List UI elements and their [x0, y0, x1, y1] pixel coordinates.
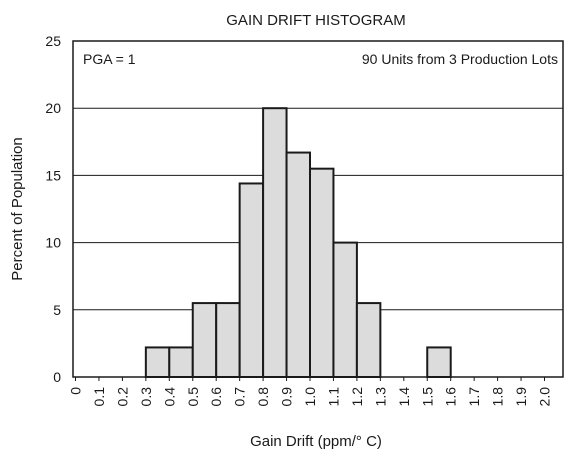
x-tick-label: 0.1: [91, 387, 107, 407]
y-tick-label: 20: [45, 100, 61, 116]
x-tick-label: 1.9: [513, 387, 529, 407]
bar-0.4: [168, 346, 194, 379]
bar-0.3: [144, 346, 171, 379]
x-tick-label: 1.3: [372, 387, 388, 407]
bar-0.9: [285, 151, 311, 378]
bar-1.5: [426, 346, 452, 379]
annotation-units: 90 Units from 3 Production Lots: [362, 51, 558, 67]
bar-1.0: [309, 167, 335, 378]
x-tick-label: 1.4: [396, 387, 412, 407]
x-tick-label: 0: [68, 387, 84, 395]
bars: [144, 107, 452, 379]
x-tick-label: 1.6: [443, 387, 459, 407]
x-tick-label: 0.7: [232, 387, 248, 407]
x-tick-label: 1.2: [349, 387, 365, 407]
y-tick-label: 25: [45, 33, 61, 49]
bar-0.5: [191, 302, 218, 378]
y-tick-label: 15: [45, 167, 61, 183]
y-tick-label: 10: [45, 235, 61, 251]
x-tick-label: 0.5: [185, 387, 201, 407]
x-tick-label: 0.9: [279, 387, 295, 407]
y-tick-label: 0: [53, 369, 61, 385]
y-tick-label: 5: [53, 302, 61, 318]
x-tick-label: 0.8: [255, 387, 271, 407]
x-tick-label: 0.6: [208, 387, 224, 407]
x-tick-label: 1.1: [325, 387, 341, 407]
x-tick-label: 1.8: [490, 387, 506, 407]
annotation-pga: PGA = 1: [83, 51, 136, 67]
x-tick-label: 0.3: [138, 387, 154, 407]
x-tick-label: 1.0: [302, 387, 318, 407]
x-tick-labels: 0 0.1 0.2 0.3 0.4 0.5 0.6 0.7 0.8 0.9 1.0 1.1 1.2 1.3…: [68, 377, 553, 406]
x-tick-label: 1.5: [419, 387, 435, 407]
bar-1.1: [332, 241, 358, 378]
bar-0.6: [215, 302, 241, 378]
bar-0.8: [262, 107, 288, 378]
y-tick-labels: 0 5 10 15 20 25: [45, 33, 61, 385]
x-tick-label: 2.0: [537, 387, 553, 407]
chart-title: GAIN DRIFT HISTOGRAM: [226, 12, 405, 29]
bar-0.7: [238, 182, 265, 378]
x-axis-label: Gain Drift (ppm/° C): [250, 433, 382, 450]
x-tick-label: 0.4: [161, 387, 177, 407]
x-tick-label: 0.2: [114, 387, 130, 407]
bar-1.2: [355, 302, 382, 378]
y-axis-label: Percent of Population: [9, 137, 26, 280]
x-tick-label: 1.7: [466, 387, 482, 407]
